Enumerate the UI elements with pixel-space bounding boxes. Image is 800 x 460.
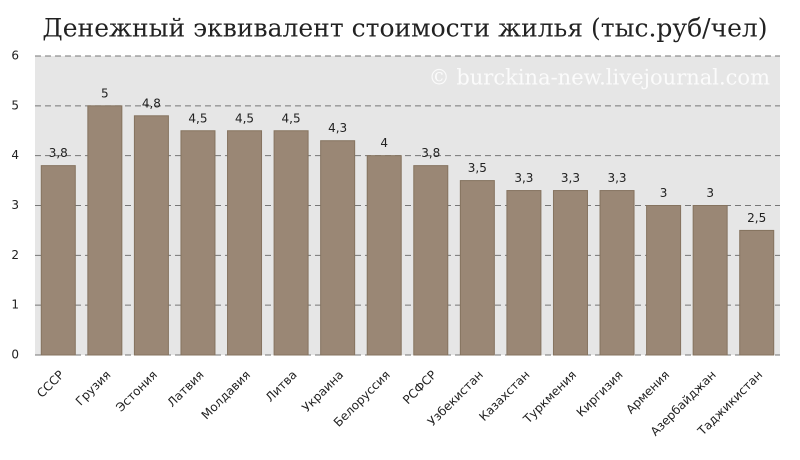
value-label: 4,5 bbox=[282, 111, 301, 125]
bar bbox=[227, 130, 263, 356]
x-tick-label: Латвия bbox=[165, 368, 207, 410]
value-label: 4,5 bbox=[188, 111, 207, 125]
chart-title: Денежный эквивалент стоимости жилья (тыс… bbox=[42, 14, 767, 43]
x-tick-label: Эстония bbox=[113, 368, 160, 415]
bar bbox=[552, 190, 588, 356]
value-label: 3,5 bbox=[468, 161, 487, 175]
y-tick-label: 1 bbox=[11, 298, 19, 312]
value-label: 4,3 bbox=[328, 121, 347, 135]
bar bbox=[692, 205, 728, 356]
bar bbox=[646, 205, 682, 356]
x-tick-label: Молдавия bbox=[199, 368, 254, 423]
bar bbox=[366, 155, 402, 356]
bar bbox=[599, 190, 635, 356]
y-tick-label: 5 bbox=[11, 98, 19, 112]
bar bbox=[739, 229, 775, 356]
x-tick-label: Киргизия bbox=[574, 368, 626, 420]
value-label: 3 bbox=[660, 186, 668, 200]
value-label: 2,5 bbox=[747, 211, 766, 225]
bar bbox=[133, 115, 169, 356]
value-label: 4,8 bbox=[142, 96, 161, 110]
value-label: 3,3 bbox=[607, 171, 626, 185]
watermark: © burckina-new.livejournal.com bbox=[429, 66, 770, 90]
x-tick-label: Украина bbox=[299, 368, 346, 415]
x-tick-label: СССР bbox=[34, 368, 67, 401]
x-tick-label: Армения bbox=[623, 368, 672, 417]
value-label: 3 bbox=[706, 186, 714, 200]
x-tick-label: Грузия bbox=[73, 368, 114, 409]
value-label: 4,5 bbox=[235, 111, 254, 125]
x-tick-label: Литва bbox=[263, 368, 300, 405]
x-tick-label: РСФСР bbox=[400, 368, 439, 407]
value-label: 3,8 bbox=[49, 146, 68, 160]
value-label: 5 bbox=[101, 86, 109, 100]
value-label: 4 bbox=[380, 136, 388, 150]
y-tick-label: 6 bbox=[11, 49, 19, 63]
bar bbox=[180, 130, 216, 356]
value-label: 3,3 bbox=[514, 171, 533, 185]
bar bbox=[320, 140, 356, 356]
value-label: 3,8 bbox=[421, 146, 440, 160]
bar bbox=[273, 130, 309, 356]
y-tick-label: 3 bbox=[11, 198, 19, 212]
bar bbox=[40, 165, 76, 356]
bar bbox=[506, 190, 542, 356]
bar bbox=[87, 105, 123, 356]
bar bbox=[413, 165, 449, 356]
y-tick-label: 4 bbox=[11, 148, 19, 162]
bar bbox=[459, 180, 495, 356]
y-tick-label: 2 bbox=[11, 248, 19, 262]
y-tick-label: 0 bbox=[11, 348, 19, 362]
value-label: 3,3 bbox=[561, 171, 580, 185]
